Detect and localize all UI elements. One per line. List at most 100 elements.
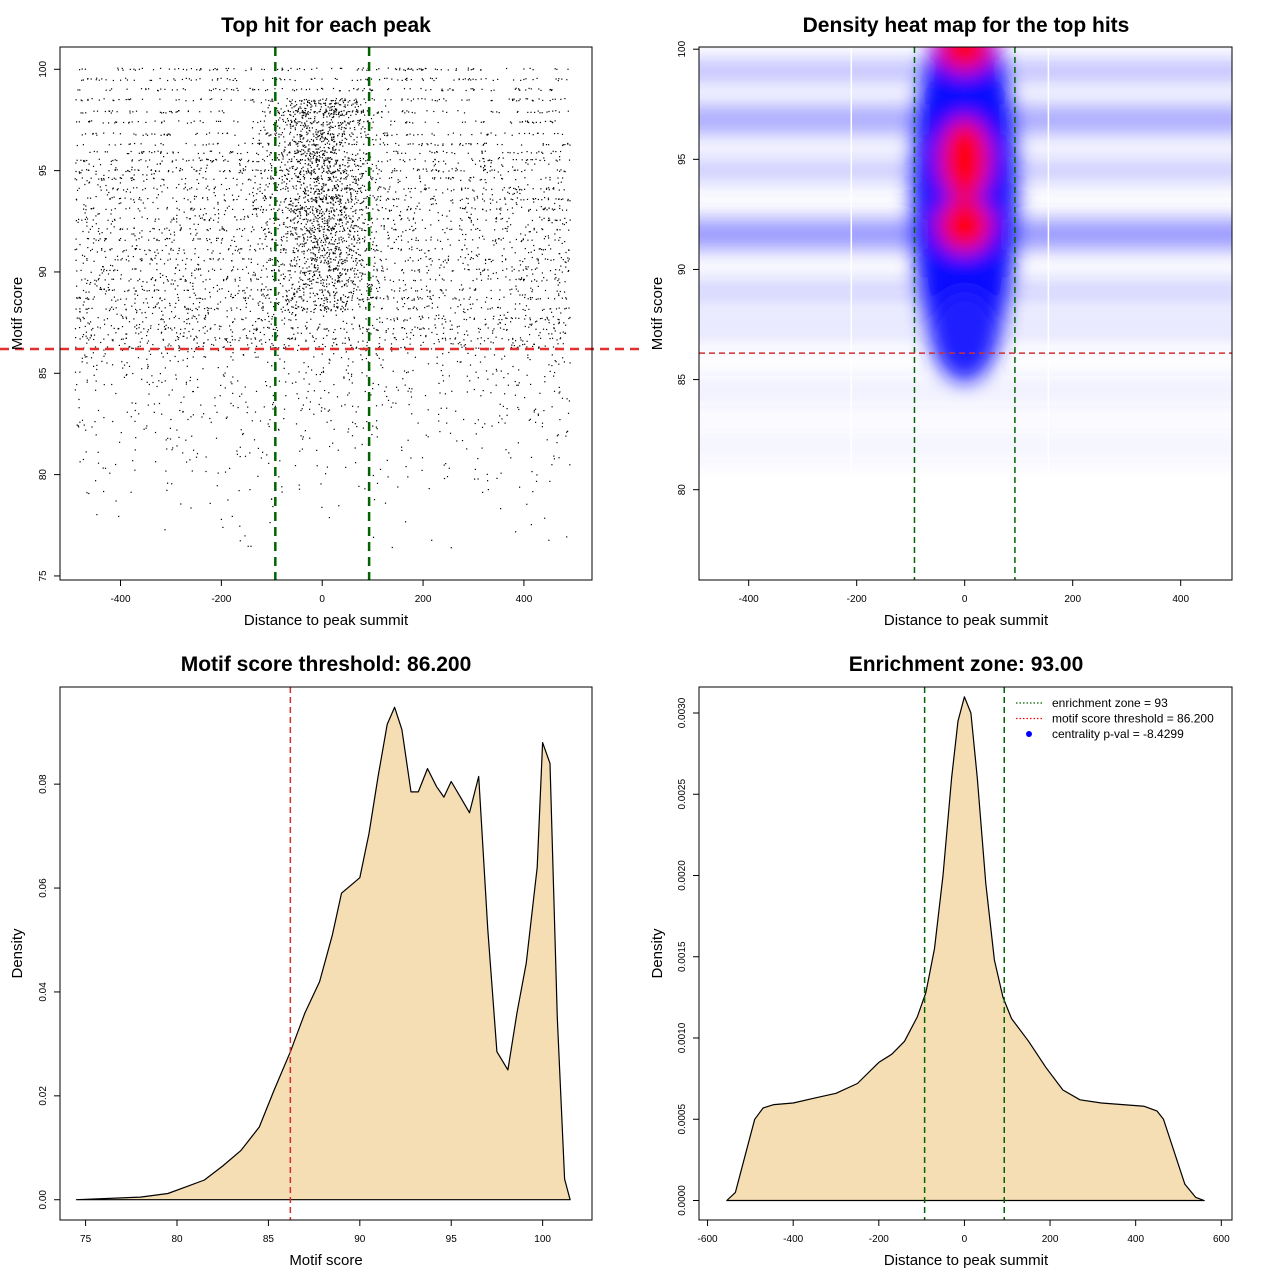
scatter-point — [407, 241, 409, 243]
scatter-point — [322, 98, 324, 100]
scatter-point — [195, 307, 197, 310]
scatter-point — [523, 280, 525, 282]
scatter-point — [365, 189, 367, 191]
scatter-point — [542, 208, 544, 210]
scatter-point — [418, 271, 421, 273]
scatter-point — [431, 151, 433, 154]
scatter-point — [134, 142, 136, 145]
scatter-point — [120, 259, 122, 261]
scatter-point — [544, 207, 546, 209]
scatter-point — [318, 246, 320, 248]
scatter-point — [513, 268, 515, 270]
scatter-point — [218, 120, 220, 122]
scatter-point — [153, 284, 155, 286]
scatter-point — [141, 259, 143, 261]
scatter-point — [75, 259, 77, 261]
scatter-point — [261, 307, 263, 309]
scatter-point — [347, 281, 349, 283]
scatter-point — [475, 120, 477, 122]
scatter-point — [514, 169, 516, 171]
scatter-point — [425, 336, 427, 338]
scatter-point — [234, 78, 236, 80]
scatter-point — [306, 120, 308, 122]
scatter-point — [280, 108, 282, 110]
scatter-point — [82, 289, 85, 292]
scatter-point — [210, 111, 212, 113]
scatter-point — [283, 278, 285, 280]
scatter-point — [432, 203, 434, 205]
scatter-point — [129, 191, 131, 193]
scatter-point — [361, 278, 363, 280]
scatter-point — [134, 293, 136, 295]
scatter-point — [310, 138, 312, 141]
scatter-point — [320, 106, 322, 108]
scatter-point — [310, 172, 312, 174]
scatter-point — [344, 156, 346, 158]
scatter-point — [322, 88, 324, 90]
scatter-point — [442, 90, 444, 92]
scatter-point — [267, 228, 270, 230]
scatter-point — [434, 152, 436, 154]
scatter-point — [432, 161, 434, 163]
scatter-point — [461, 99, 463, 101]
scatter-point — [166, 237, 168, 239]
scatter-point — [366, 328, 368, 330]
scatter-point — [208, 189, 210, 191]
scatter-point — [133, 79, 135, 81]
scatter-point — [370, 78, 373, 80]
scatter-point — [300, 170, 302, 172]
scatter-point — [452, 89, 454, 91]
scatter-point — [361, 172, 363, 175]
scatter-point — [97, 279, 99, 281]
scatter-point — [333, 243, 335, 245]
scatter-point — [121, 258, 123, 260]
scatter-point — [338, 127, 340, 129]
scatter-point — [304, 187, 306, 189]
scatter-point — [233, 68, 235, 70]
scatter-point — [379, 337, 381, 339]
scatter-point — [80, 159, 82, 161]
scatter-point — [205, 187, 207, 189]
scatter-point — [98, 99, 100, 101]
scatter-point — [86, 259, 88, 261]
scatter-point — [395, 142, 397, 145]
scatter-point — [126, 153, 128, 155]
scatter-point — [141, 288, 144, 290]
scatter-point — [476, 218, 479, 220]
scatter-point — [340, 274, 342, 276]
scatter-point — [288, 204, 290, 206]
scatter-point — [345, 202, 347, 204]
scatter-point — [323, 164, 326, 166]
scatter-point — [158, 229, 160, 231]
scatter-point — [307, 139, 309, 141]
scatter-point — [91, 120, 93, 122]
scatter-point — [410, 188, 412, 190]
scatter-point — [487, 327, 489, 329]
scatter-point — [193, 238, 195, 240]
scatter-point — [303, 170, 305, 172]
scatter-point — [526, 346, 528, 348]
scatter-point — [461, 207, 464, 209]
scatter-point — [263, 120, 265, 122]
scatter-point — [161, 300, 163, 302]
scatter-point — [289, 270, 291, 272]
scatter-point — [553, 133, 556, 135]
scatter-point — [313, 237, 315, 239]
scatter-point — [157, 89, 159, 91]
scatter-point — [280, 264, 282, 266]
scatter-point — [267, 312, 269, 314]
scatter-point — [541, 199, 543, 201]
scatter-point — [362, 300, 365, 303]
scatter-point — [114, 269, 116, 271]
scatter-point — [166, 208, 168, 210]
scatter-point — [372, 195, 374, 197]
scatter-point — [494, 229, 496, 231]
scatter-point — [326, 110, 328, 112]
scatter-point — [557, 132, 559, 135]
scatter-point — [299, 204, 301, 206]
scatter-point — [215, 88, 217, 90]
scatter-point — [352, 211, 354, 213]
scatter-point — [377, 196, 379, 198]
scatter-point — [344, 188, 346, 190]
scatter-point — [114, 122, 116, 124]
